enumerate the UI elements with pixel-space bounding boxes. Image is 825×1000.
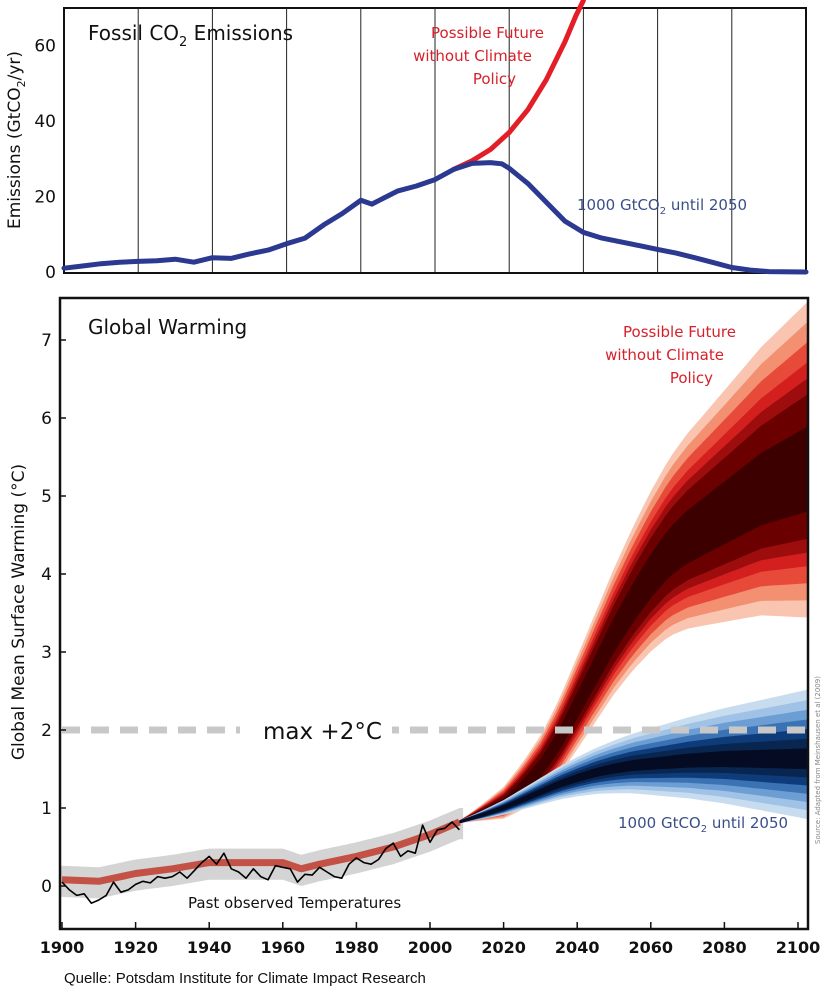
warming-bands [60,301,808,899]
svg-text:Policy: Policy [670,369,713,387]
warming-y-tick-label: 2 [41,721,52,741]
historical-uncertainty-band [60,808,464,899]
warming-x-tick-label: 1920 [113,938,158,957]
emissions-title: Fossil CO2 Emissions [88,21,293,50]
emissions-series [61,0,809,275]
emissions-panel: 0 20 40 60 Fossil CO2 Emissions Emissions (… [5,0,809,283]
emissions-y-tick-label: 20 [34,188,56,208]
warming-x-tick-label: 1960 [261,938,306,957]
svg-text:Possible Future: Possible Future [623,323,736,341]
emissions-y-axis-label: Emissions (GtCO2/yr) [5,51,28,229]
svg-text:without Climate: without Climate [413,47,532,65]
warming-x-tick-label: 2040 [555,938,600,957]
warming-y-tick-label: 0 [41,877,52,897]
warming-x-tick-label: 2020 [481,938,526,957]
emissions-series-line [451,0,586,172]
warming-y-tick-label: 4 [41,565,52,585]
svg-text:without Climate: without Climate [605,346,724,364]
warming-x-tick-label: 1980 [334,938,379,957]
emissions-red-annotation: Possible Future without Climate Policy [413,24,544,88]
emissions-y-tick-label: 0 [45,263,56,283]
warming-x-tick-label: 1940 [187,938,232,957]
threshold-label-bg [240,712,392,746]
past-temperatures-label: Past observed Temperatures [188,894,401,912]
historical-simulation-line [61,818,461,885]
warming-x-tick-label: 2100 [776,938,821,957]
warming-y-tick-label: 1 [41,799,52,819]
source-note: Source: Adapted from Meinshausen et al (… [814,676,822,844]
warming-blue-annotation: 1000 GtCO2 until 2050 [618,814,788,835]
warming-lines [61,818,461,904]
warming-y-tick-label: 6 [41,409,52,429]
warming-x-tick-label: 1900 [40,938,85,957]
threshold-label: max +2°C [263,719,382,745]
svg-text:Possible Future: Possible Future [431,24,544,42]
budget-1000-band [459,748,808,824]
svg-text:Policy: Policy [473,70,516,88]
emissions-series-line [61,160,809,275]
observed-temperature-line [61,821,460,904]
warming-x-tick-label: 2000 [408,938,453,957]
emissions-y-tick-label: 60 [34,37,56,57]
figure-caption: Quelle: Potsdam Institute for Climate Im… [64,970,426,987]
warming-y-tick-label: 7 [41,331,52,351]
warming-y-tick-label: 3 [41,643,52,663]
warming-y-tick-label: 5 [41,487,52,507]
warming-x-tick-label: 2060 [629,938,674,957]
warming-frame [58,296,810,931]
warming-title: Global Warming [88,315,247,339]
warming-y-axis-label: Global Mean Surface Warming (°C) [9,464,29,760]
warming-red-annotation: Possible Future without Climate Policy [605,323,736,387]
warming-panel: 0 1 2 3 4 5 6 7 1900 1920 1940 1960 1980 2000 2020 204… [9,296,822,957]
emissions-gridlines [137,8,733,272]
warming-y-ticks: 0 1 2 3 4 5 6 7 [41,331,66,897]
emissions-blue-annotation: 1000 GtCO2 until 2050 [577,196,747,217]
emissions-y-ticks: 0 20 40 60 [34,37,56,283]
no-policy-band [459,426,808,824]
warming-x-tick-label: 2080 [702,938,747,957]
emissions-y-tick-label: 40 [34,112,56,132]
warming-x-ticks: 1900 1920 1940 1960 1980 2000 2020 2040 2060 2080… [40,922,821,957]
